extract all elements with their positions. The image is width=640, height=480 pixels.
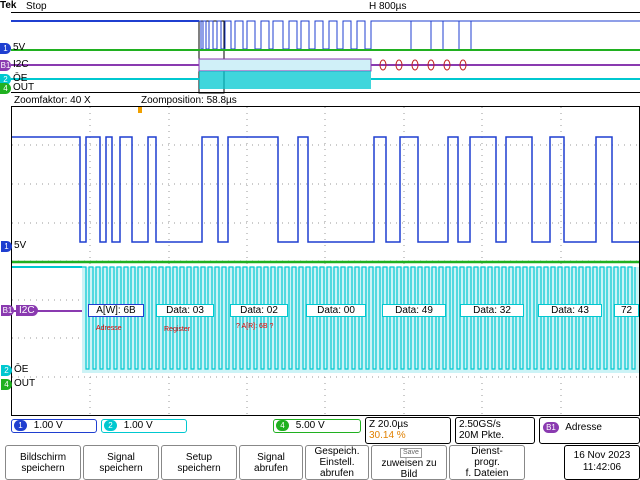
ch4-badge: 4 [276,420,289,431]
overview-ch4-tab[interactable]: 4 [0,83,11,94]
zoom-position: Zoomposition: 58.8µs [141,95,237,106]
main-waveforms [12,107,639,415]
ch1-badge: 1 [14,420,27,431]
bus-frame-address[interactable]: A[W]: 6B [88,304,144,317]
acquisition-readout[interactable]: 2.50GS/s 20M Pkte. [455,417,535,444]
ch2-scale-value: 1.00 V [123,420,153,432]
overview-ch2-label: ŌE [13,73,28,84]
main-ch4-tab[interactable]: 4 [1,379,12,390]
overview-bus-block [198,58,372,72]
bus-frame-data-5[interactable]: Data: 32 [460,304,524,317]
main-ch2-label: ŌE [14,364,29,375]
annotation-read-address: ? A[R]: 6B ? [236,323,274,330]
bus-frame-data-7[interactable]: 72 [614,304,639,317]
file-utilities-button[interactable]: Dienst- progr. f. Dateien [449,445,525,480]
main-ch2-burst [82,267,639,373]
ch2-scale-readout[interactable]: 2 1.00 V [101,419,187,433]
overview-bus-label: I2C [13,59,29,70]
bus-trigger-readout[interactable]: B1 Adresse [539,417,640,444]
timebase-zoom: Z 20.0µs [369,419,409,430]
main-bus-label: I2C [16,305,38,316]
main-ch1-trace [12,136,639,243]
bus-trigger-badge: B1 [543,422,559,433]
overview-ch1-burst [199,20,640,50]
readout-bar: 1 1.00 V 2 1.00 V 4 5.00 V Z 20.0µs 30.1… [11,417,640,444]
overview-bus-tab[interactable]: B1 [0,60,11,71]
save-badge: Save [400,448,422,458]
save-screen-button[interactable]: Bildschirm speichern [5,445,81,480]
main-bus-tab[interactable]: B1 [1,305,14,316]
bus-frame-data-3[interactable]: Data: 00 [306,304,366,317]
sample-rate: 2.50GS/s [459,419,501,430]
bus-frame-data-2[interactable]: Data: 02 [230,304,288,317]
softkey-bar: Bildschirm speichern Signal speichern Se… [0,445,640,480]
trigger-marker[interactable] [138,107,142,113]
ch1-scale-value: 1.00 V [33,420,63,432]
main-ch1-tab[interactable]: 1 [1,241,12,252]
overview-ch4-label: OUT [13,82,35,93]
main-ch1-label: 5V [14,240,27,251]
annotation-address: Adresse [96,325,122,332]
ch2-badge: 2 [104,420,117,431]
assign-save-label: zuweisen zu Bild [381,457,437,480]
overview-ch1-label: 5V [13,42,26,53]
datetime-display: 16 Nov 2023 11:42:06 [564,445,640,480]
ch1-scale-readout[interactable]: 1 1.00 V [11,419,97,433]
recall-setup-button[interactable]: Gespeich. Einstell. abrufen [305,445,369,480]
bus-trigger-type: Adresse [565,422,602,434]
bus-frame-data-1[interactable]: Data: 03 [156,304,214,317]
overview-ch1-pulses [410,21,472,49]
bus-frame-data-6[interactable]: Data: 43 [538,304,602,317]
bus-frame-data-4[interactable]: Data: 49 [382,304,446,317]
main-graticule[interactable]: A[W]: 6B Data: 03 Data: 02 Data: 00 Data… [1,106,640,416]
overview-ch2-tab[interactable]: 2 [0,74,11,85]
main-ch2-tab[interactable]: 2 [1,365,12,376]
trigger-position: 30.14 % [369,430,406,441]
ch4-scale-readout[interactable]: 4 5.00 V [273,419,361,433]
brand-logo: Tek [0,0,17,11]
zoom-factor: Zoomfaktor: 40 X [14,95,91,106]
overview-ch2-block [199,71,371,89]
assign-save-button[interactable]: Save zuweisen zu Bild [371,445,447,480]
date-value: 16 Nov 2023 [573,450,631,461]
record-length: 20M Pkte. [459,430,505,441]
overview-window[interactable]: 1 5V B1 I2C 2 ŌE 4 OUT [0,12,640,94]
horizontal-scale: H 800µs [369,1,407,12]
main-ch2-pulses [82,266,636,370]
acquisition-state: Stop [26,1,47,12]
overview-waveforms [11,20,640,94]
overview-ch1-tab[interactable]: 1 [0,43,11,54]
time-value: 11:42:06 [582,462,622,473]
timebase-readout[interactable]: Z 20.0µs 30.14 % [365,417,451,444]
ch4-scale-value: 5.00 V [295,420,325,432]
main-ch4-label: OUT [14,378,36,389]
save-waveform-button[interactable]: Signal speichern [83,445,159,480]
recall-waveform-button[interactable]: Signal abrufen [239,445,303,480]
save-setup-button[interactable]: Setup speichern [161,445,237,480]
annotation-register: Register [164,326,191,333]
overview-bus-markers [379,59,467,71]
